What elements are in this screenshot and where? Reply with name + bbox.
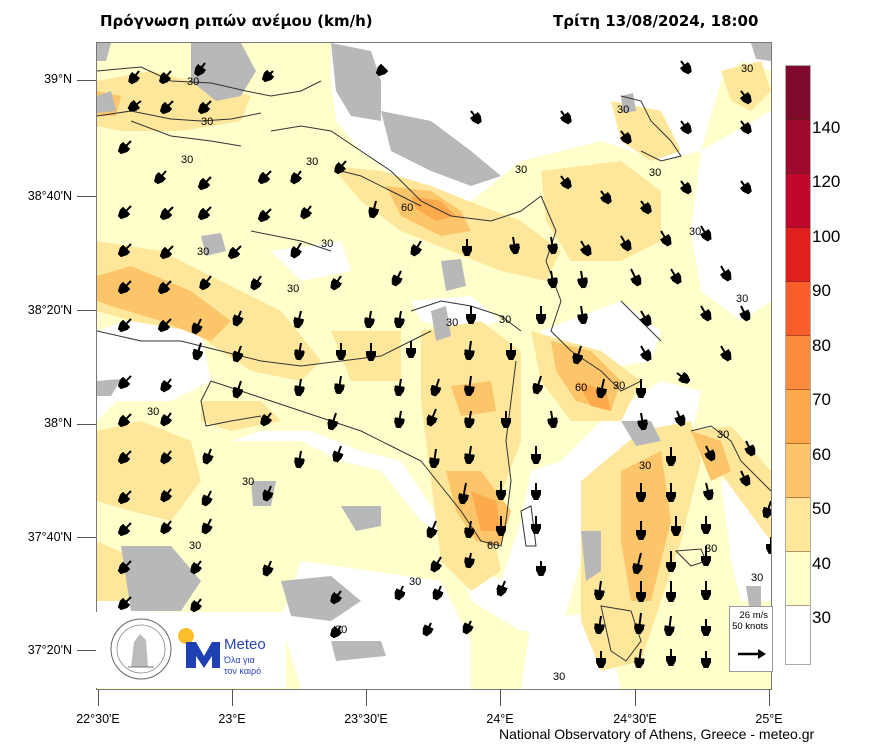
colorbar-segment (786, 336, 810, 390)
land-mask (97, 43, 771, 661)
lon-label-24e: 24°E (486, 712, 514, 726)
lat-tick (77, 310, 96, 311)
lat-label-38n: 38°N (44, 416, 72, 430)
colorbar (785, 65, 811, 665)
lon-label-25e: 25°E (755, 712, 783, 726)
ref-speed-knots: 50 knots (732, 621, 768, 632)
contour-labels: 30 30 30 30 30 30 30 30 30 30 30 30 30 30 30 30 30 30… (147, 63, 763, 683)
meteo-sun-icon (178, 628, 194, 644)
colorbar-segment (786, 120, 810, 174)
colorbar-label: 50 (812, 499, 831, 518)
lat-tick (77, 196, 96, 197)
svg-text:30: 30 (515, 164, 527, 176)
svg-text:30: 30 (613, 380, 625, 392)
svg-text:30: 30 (287, 283, 299, 295)
colorbar-segment (786, 606, 810, 664)
colorbar-label: 80 (812, 336, 831, 355)
svg-text:60: 60 (575, 382, 587, 394)
svg-text:30: 30 (741, 63, 753, 75)
svg-text:30: 30 (189, 540, 201, 552)
colorbar-segment (786, 66, 810, 120)
svg-text:30: 30 (705, 543, 717, 555)
colorbar-label: 70 (812, 390, 831, 409)
colorbar-segment (786, 444, 810, 498)
colorbar-segment (786, 552, 810, 606)
svg-text:30: 30 (306, 156, 318, 168)
lat-label-39n: 39°N (44, 72, 72, 86)
colorbar-label: 60 (812, 445, 831, 464)
lon-label-23e: 23°E (218, 712, 246, 726)
svg-text:30: 30 (197, 246, 209, 258)
lon-tick (366, 689, 367, 706)
wind-gust-map: 30 30 30 30 30 30 30 30 30 30 30 30 30 30 30 30 30 30… (96, 42, 772, 690)
svg-text:30: 30 (717, 429, 729, 441)
svg-text:30: 30 (553, 671, 565, 683)
lon-label-23-30e: 23°30'E (344, 712, 388, 726)
meteo-brand: Meteo (224, 636, 266, 653)
reference-vector-box: 26 m/s 50 knots (729, 606, 773, 672)
svg-text:30: 30 (242, 476, 254, 488)
svg-text:30: 30 (751, 572, 763, 584)
svg-text:30: 30 (736, 293, 748, 305)
colorbar-label: 100 (812, 227, 841, 246)
map-title: Πρόγνωση ριπών ανέμου (km/h) (100, 12, 373, 30)
svg-text:30: 30 (409, 576, 421, 588)
lat-label-37-40n: 37°40'N (27, 530, 72, 544)
svg-text:30: 30 (147, 406, 159, 418)
colorbar-segment (786, 282, 810, 336)
colorbar-label: 120 (812, 172, 841, 191)
map-canvas: 30 30 30 30 30 30 30 30 30 30 30 30 30 30 30 30 30 30… (97, 43, 771, 689)
lat-label-38-20n: 38°20'N (27, 303, 72, 317)
svg-text:30: 30 (499, 314, 511, 326)
meteo-m-icon (186, 642, 220, 668)
colorbar-label: 40 (812, 554, 831, 573)
meteo-tagline-2: τον καιρό (224, 666, 262, 676)
svg-text:30: 30 (201, 116, 213, 128)
colorbar-segment (786, 174, 810, 228)
lat-tick (77, 650, 96, 651)
ref-speed-ms: 26 m/s (739, 610, 768, 621)
svg-text:30: 30 (649, 167, 661, 179)
forecast-datetime: Τρίτη 13/08/2024, 18:00 (553, 12, 759, 30)
colorbar-segment (786, 228, 810, 282)
map-credit: National Observatory of Athens, Greece -… (499, 726, 815, 742)
colorbar-segment (786, 390, 810, 444)
svg-text:30: 30 (321, 238, 333, 250)
lat-tick (77, 80, 96, 81)
svg-text:60: 60 (487, 540, 499, 552)
svg-text:60: 60 (401, 202, 413, 214)
lon-label-24-30e: 24°30'E (613, 712, 657, 726)
lon-tick (98, 689, 99, 706)
colorbar-segment (786, 498, 810, 552)
lat-label-38-40n: 38°40'N (27, 189, 72, 203)
lon-tick (635, 689, 636, 706)
svg-text:30: 30 (181, 154, 193, 166)
colorbar-label: 90 (812, 281, 831, 300)
colorbar-label: 140 (812, 118, 841, 137)
lon-tick (500, 689, 501, 706)
lon-tick (769, 689, 770, 706)
svg-text:30: 30 (446, 317, 458, 329)
lat-tick (77, 424, 96, 425)
lon-tick (232, 689, 233, 706)
observatory-seal-icon (110, 618, 220, 680)
lat-tick (77, 537, 96, 538)
svg-text:30: 30 (617, 104, 629, 116)
lat-label-37-20n: 37°20'N (27, 643, 72, 657)
gust-60-70 (411, 196, 611, 531)
svg-text:30: 30 (335, 624, 347, 636)
arrow-right-icon (738, 649, 766, 659)
lon-label-22-30e: 22°30'E (76, 712, 120, 726)
meteo-tagline-1: Όλα για (224, 655, 255, 665)
logo-panel: Meteo Όλα για τον καιρό (96, 612, 286, 688)
svg-text:30: 30 (187, 76, 199, 88)
colorbar-label: 30 (812, 608, 831, 627)
wind-arrows (123, 60, 771, 663)
svg-text:30: 30 (689, 226, 701, 238)
svg-text:30: 30 (639, 460, 651, 472)
